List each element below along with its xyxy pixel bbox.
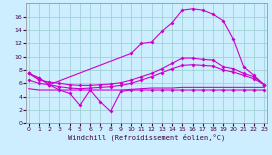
X-axis label: Windchill (Refroidissement éolien,°C): Windchill (Refroidissement éolien,°C) xyxy=(68,133,225,141)
